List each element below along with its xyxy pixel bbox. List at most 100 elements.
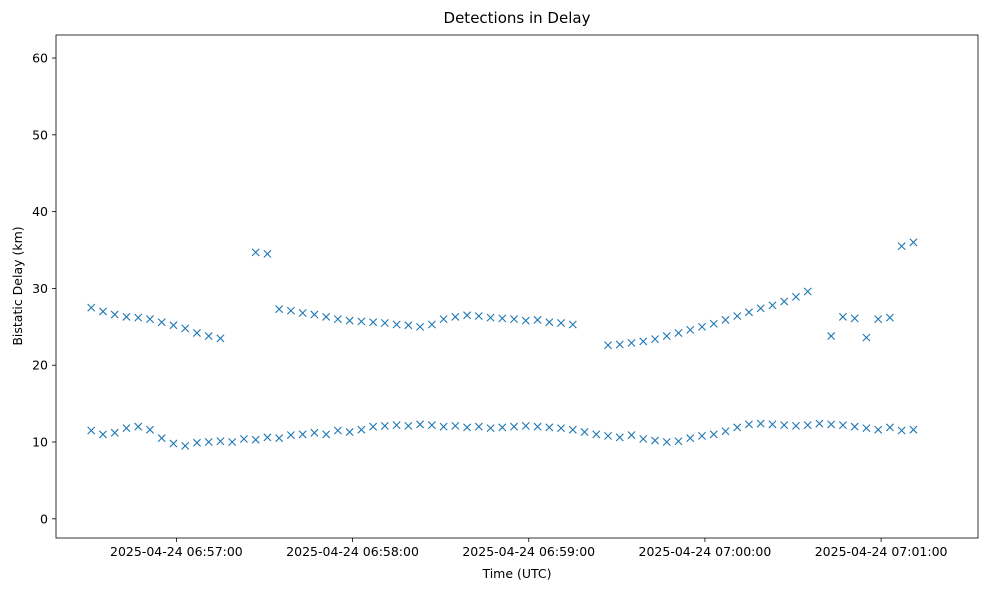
data-point [486,313,495,322]
data-point [862,424,871,433]
data-point [568,320,577,329]
data-point [439,315,448,324]
data-point [439,422,448,431]
data-point [392,320,401,329]
data-point [709,319,718,328]
data-point [521,421,530,430]
data-point [333,315,342,324]
data-point [651,335,659,344]
x-axis-ticks: 2025-04-24 06:57:00 2025-04-24 06:58:00 20… [110,538,948,559]
data-point [827,332,836,341]
data-point [639,434,648,443]
data-points [87,238,918,450]
x-tick-label: 2025-04-24 06:58:00 [286,544,419,559]
data-point [416,322,425,331]
y-tick-label: 10 [32,435,48,450]
data-point [533,422,542,431]
data-point [345,428,354,437]
data-point [510,315,519,324]
data-point [874,315,883,324]
data-point [568,425,577,434]
data-point [827,420,836,429]
data-point [662,438,671,446]
data-point [134,313,143,322]
data-point [533,315,542,324]
x-tick-label: 2025-04-24 07:01:00 [815,544,948,559]
data-point [427,421,436,430]
data-point [639,337,648,346]
data-point [521,316,530,325]
data-point [498,423,507,432]
data-point [604,431,613,440]
data-point [838,421,847,430]
data-point [697,431,706,440]
data-point [263,433,272,442]
data-point [803,287,812,296]
data-point [404,321,413,330]
data-point [357,317,366,326]
data-point [744,308,753,317]
x-tick-label: 2025-04-24 07:00:00 [639,544,772,559]
data-point [885,423,894,432]
data-point [404,421,413,430]
data-point [627,338,636,347]
data-point [909,238,918,247]
data-point [486,424,495,433]
data-point [885,313,894,322]
data-point [580,428,589,437]
data-point [615,433,624,442]
y-tick-label: 30 [32,281,48,296]
data-point [122,312,131,321]
data-point [275,305,284,314]
data-point [850,314,859,323]
data-point [615,340,624,349]
data-point [204,438,213,446]
data-point [498,314,507,323]
data-point [733,423,742,432]
y-tick-label: 0 [40,511,48,526]
data-point [239,434,248,443]
y-tick-label: 60 [32,51,48,66]
data-point [181,324,190,333]
data-point [897,426,906,435]
data-point [380,421,389,430]
data-point [298,309,307,317]
data-point [286,431,295,440]
data-point [357,425,366,434]
data-point [557,318,566,327]
data-point [98,307,107,316]
data-point [263,249,272,258]
data-point [686,434,695,443]
data-point [674,328,683,337]
y-axis-label: Bistatic Delay (km) [10,226,25,345]
data-point [345,316,354,325]
data-point [744,420,753,429]
data-point [416,420,425,429]
data-point [768,420,777,429]
data-point [897,242,906,251]
data-point [451,312,460,321]
data-point [310,428,319,437]
data-point [145,425,154,434]
data-point [322,430,331,439]
data-point [392,421,401,430]
data-point [310,310,319,319]
data-point [157,434,166,443]
y-tick-label: 40 [32,204,48,219]
data-point [815,419,824,428]
data-point [228,438,237,446]
data-point [780,297,789,306]
data-point [721,315,730,324]
data-point [157,318,166,327]
data-point [697,322,706,331]
data-point [322,312,331,321]
data-point [192,438,201,447]
data-point [756,304,765,313]
data-point [427,320,436,329]
data-point [510,422,519,431]
data-point [850,422,859,431]
data-point [98,430,107,439]
data-point [333,426,342,435]
